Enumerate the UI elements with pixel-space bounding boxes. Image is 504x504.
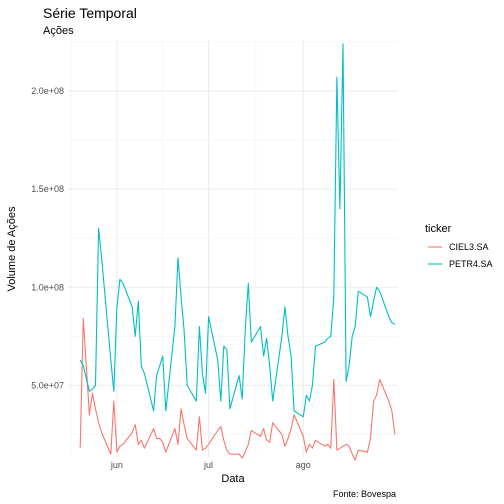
y-axis-title: Volume de Ações [6, 206, 18, 292]
legend-label: PETR4.SA [449, 259, 493, 269]
plot-area [68, 40, 398, 461]
y-axis-ticks: 5.0e+07 1.0e+08 1.5e+08 2.0e+08 [31, 86, 64, 390]
y-tick-label: 1.5e+08 [31, 184, 64, 194]
x-tick-label: jun [110, 460, 123, 470]
y-tick-label: 1.0e+08 [31, 282, 64, 292]
x-tick-label: jul [203, 460, 213, 470]
panel-background [68, 40, 398, 458]
x-tick-label: ago [296, 460, 311, 470]
chart-title: Série Temporal [43, 5, 137, 21]
chart-subtitle: Ações [43, 25, 74, 37]
y-tick-label: 5.0e+07 [31, 380, 64, 390]
legend-title: ticker [425, 223, 452, 235]
y-tick-label: 2.0e+08 [31, 86, 64, 96]
legend-label: CIEL3.SA [449, 242, 489, 252]
legend-items: CIEL3.SA PETR4.SA [428, 242, 493, 269]
chart-caption: Fonte: Bovespa [333, 489, 396, 499]
x-axis-title: Data [221, 473, 245, 485]
x-axis-ticks: jun jul ago [110, 460, 311, 470]
legend: ticker CIEL3.SA PETR4.SA [425, 223, 493, 269]
series-line-ciel3-sa [79, 318, 396, 461]
minor-gridlines [68, 40, 398, 458]
series-lines [79, 43, 396, 461]
series-line-petr4-sa [79, 43, 396, 418]
